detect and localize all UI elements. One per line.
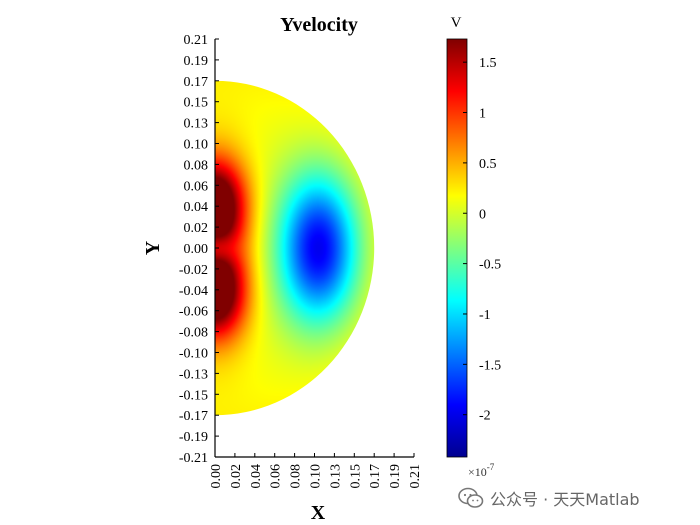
colorbar-tick-label: -1.5 (479, 358, 501, 373)
x-tick-label: 0.00 (209, 464, 224, 489)
watermark: 公众号 · 天天Matlab (458, 484, 690, 512)
y-tick-label: -0.15 (179, 388, 208, 403)
y-tick-label: -0.08 (179, 326, 208, 341)
colorbar-exponent: ×10-7 (468, 462, 495, 479)
colorbar-tick-label: -2 (479, 409, 491, 424)
colorbar-tick-label: 1 (479, 107, 486, 122)
chart-title: Yvelocity (280, 14, 358, 36)
y-tick-label: -0.19 (179, 430, 208, 445)
x-tick-label: 0.15 (348, 464, 363, 489)
colorbar-tick-label: -1 (479, 308, 491, 323)
watermark-text: 公众号 · 天天Matlab (490, 490, 640, 509)
y-tick-label: -0.21 (179, 451, 208, 466)
velocity-field (215, 80, 375, 416)
y-axis-label: Y (142, 240, 164, 255)
x-axis-label: X (311, 502, 326, 524)
colorbar-tick-label: 0.5 (479, 157, 497, 172)
x-tick-label: 0.02 (229, 464, 244, 489)
x-tick-label: 0.04 (249, 464, 264, 489)
y-tick-label: 0.00 (184, 242, 209, 257)
wechat-icon (458, 487, 484, 508)
y-tick-label: 0.17 (184, 75, 209, 90)
y-tick-label: 0.21 (184, 33, 209, 48)
y-tick-label: 0.06 (184, 179, 209, 194)
x-tick-label: 0.21 (408, 464, 423, 489)
y-tick-label: 0.08 (184, 158, 209, 173)
x-tick-label: 0.19 (388, 464, 403, 489)
y-tick-label: 0.04 (184, 200, 209, 215)
colorbar-tick-label: 0 (479, 207, 486, 222)
y-tick-label: 0.19 (184, 54, 209, 69)
colorbar-tick-label: -0.5 (479, 258, 501, 273)
y-tick-label: -0.02 (179, 263, 208, 278)
y-tick-label: -0.04 (179, 284, 208, 299)
colorbar-label: V (451, 15, 462, 31)
y-tick-label: -0.17 (179, 409, 208, 424)
y-tick-label: 0.13 (184, 117, 209, 132)
x-tick-label: 0.06 (269, 464, 284, 489)
y-tick-label: 0.15 (184, 96, 209, 111)
x-tick-label: 0.13 (328, 464, 343, 489)
x-tick-label: 0.10 (309, 464, 324, 489)
y-tick-label: -0.06 (179, 305, 208, 320)
y-axis-ticks: 0.21 0.19 0.17 0.15 0.13 0.10 0.08 0.06 0.04 0.02… (179, 33, 219, 466)
x-axis-ticks: 0.00 0.02 0.04 0.06 0.08 0.10 0.13 0.15 0.17 0.19… (209, 453, 423, 489)
y-tick-label: -0.10 (179, 347, 208, 362)
colorbar (446, 38, 468, 458)
y-tick-label: 0.10 (184, 138, 209, 153)
x-tick-label: 0.17 (368, 464, 383, 489)
x-tick-label: 0.08 (289, 464, 304, 489)
y-tick-label: -0.13 (179, 367, 208, 382)
y-tick-label: 0.02 (184, 221, 209, 236)
colorbar-tick-label: 1.5 (479, 56, 497, 71)
colorbar-ticks: 1.5 1 0.5 0 -0.5 -1 -1.5 -2 (463, 56, 501, 424)
